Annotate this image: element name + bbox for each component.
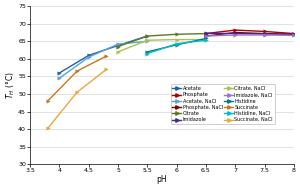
X-axis label: pH: pH xyxy=(157,175,167,184)
Y-axis label: $T_H$ (°C): $T_H$ (°C) xyxy=(4,71,17,99)
Legend: Acetate, Phosphate, Acetate, NaCl, Phosphate, NaCl, Citrate, Imidazole, Citrate,: Acetate, Phosphate, Acetate, NaCl, Phosp… xyxy=(171,84,275,124)
